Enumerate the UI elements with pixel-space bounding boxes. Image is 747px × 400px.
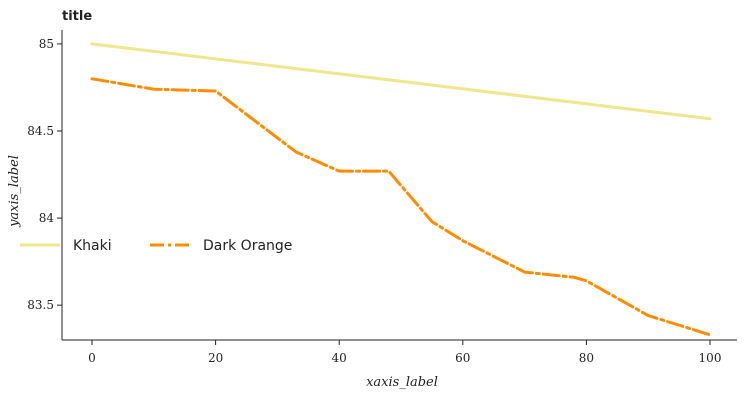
legend: Khaki Dark Orange xyxy=(20,238,292,254)
series-line-khaki xyxy=(90,42,712,121)
y-tick-label: 84.5 xyxy=(27,124,54,138)
x-tick-label: 80 xyxy=(579,351,594,365)
x-tick-label: 60 xyxy=(455,351,470,365)
axes: 0 20 40 60 80 100 83.5 84 84.5 85 xyxy=(27,30,737,365)
x-tick-label: 40 xyxy=(332,351,347,365)
x-tick-label: 100 xyxy=(699,351,722,365)
series-line-dark-orange xyxy=(90,77,712,337)
legend-label: Khaki xyxy=(73,238,112,254)
y-tick-label: 83.5 xyxy=(27,298,54,312)
y-tick-label: 84 xyxy=(39,211,55,225)
legend-label: Dark Orange xyxy=(203,238,292,254)
plot-area xyxy=(90,42,712,337)
x-tick-label: 0 xyxy=(88,351,96,365)
x-axis-label: xaxis_label xyxy=(366,375,438,390)
x-tick-label: 20 xyxy=(208,351,223,365)
y-axis-label: yaxis_label xyxy=(7,155,22,228)
chart-title: title xyxy=(62,9,92,24)
y-tick-label: 85 xyxy=(39,37,54,51)
